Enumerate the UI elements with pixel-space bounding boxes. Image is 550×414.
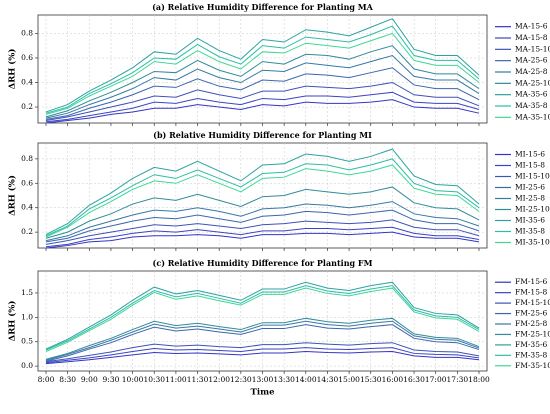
data-line xyxy=(45,186,480,239)
y-axis-label: ΔRH (%) xyxy=(7,301,18,342)
legend-label: MI-35-8 xyxy=(515,227,545,236)
data-line xyxy=(45,54,480,119)
legend-label: MI-15-6 xyxy=(515,150,545,159)
data-line xyxy=(45,320,480,361)
data-line xyxy=(45,350,480,365)
x-tick-label: 12:30 xyxy=(230,375,252,384)
x-tick-label: 17:30 xyxy=(447,375,469,384)
data-line xyxy=(45,209,480,243)
y-tick-label: 0.2 xyxy=(21,102,33,111)
data-line xyxy=(45,342,480,363)
data-line xyxy=(45,25,480,114)
x-tick-label: 12:00 xyxy=(208,375,230,384)
chart-title: (a) Relative Humidity Difference for Pla… xyxy=(152,2,374,12)
legend-label: MI-25-10 xyxy=(515,205,550,214)
data-line xyxy=(45,18,480,113)
legend-label: FM-35-6 xyxy=(515,340,547,349)
x-tick-label: 8:30 xyxy=(59,375,76,384)
data-line xyxy=(45,99,480,124)
legend-label: FM-25-6 xyxy=(515,309,547,318)
x-tick-label: 10:00 xyxy=(122,375,144,384)
chart-title: (b) Relative Humidity Difference for Pla… xyxy=(153,130,372,140)
y-tick-label: 0.6 xyxy=(21,178,33,187)
x-tick-label: 9:00 xyxy=(81,375,98,384)
legend-label: FM-15-8 xyxy=(515,288,547,297)
legend-label: MI-35-10 xyxy=(515,238,550,247)
data-line xyxy=(45,324,480,362)
data-line xyxy=(45,287,480,352)
legend-label: MI-25-8 xyxy=(515,194,545,203)
x-tick-label: 13:00 xyxy=(252,375,274,384)
data-line xyxy=(45,219,480,245)
data-line xyxy=(45,148,480,236)
data-line xyxy=(45,91,480,123)
legend-label: MA-25-6 xyxy=(515,56,548,65)
legend-label: FM-35-10 xyxy=(515,361,550,370)
legend-label: MA-35-10 xyxy=(515,112,550,121)
legend-label: MI-15-10 xyxy=(515,172,550,181)
x-axis-label: Time xyxy=(251,388,276,398)
x-tick-label: 15:00 xyxy=(338,375,360,384)
y-tick-label: 0.6 xyxy=(21,53,33,62)
legend-label: MA-35-6 xyxy=(515,90,548,99)
y-tick-label: 1.5 xyxy=(21,288,33,297)
data-line xyxy=(45,226,480,248)
y-axis-label: ΔRH (%) xyxy=(7,175,18,216)
data-line xyxy=(45,81,480,122)
data-line xyxy=(45,201,480,242)
legend-label: FM-15-10 xyxy=(515,298,550,307)
y-tick-label: 0.4 xyxy=(21,203,33,212)
data-line xyxy=(45,45,480,118)
legend-label: FM-35-8 xyxy=(515,350,547,359)
data-line xyxy=(45,317,480,360)
y-tick-label: 0.2 xyxy=(21,227,33,236)
x-tick-label: 13:30 xyxy=(273,375,295,384)
x-tick-label: 11:00 xyxy=(165,375,187,384)
x-tick-label: 11:30 xyxy=(187,375,209,384)
x-tick-label: 16:30 xyxy=(403,375,425,384)
legend-label: MI-35-6 xyxy=(515,216,545,225)
data-line xyxy=(45,67,480,120)
data-line xyxy=(45,164,480,238)
y-axis-label: ΔRH (%) xyxy=(7,49,18,90)
legend-label: MA-15-8 xyxy=(515,33,548,42)
legend-label: MA-15-10 xyxy=(515,44,550,53)
x-tick-label: 14:30 xyxy=(317,375,339,384)
legend-label: MA-15-6 xyxy=(515,22,548,31)
x-tick-label: 15:30 xyxy=(360,375,382,384)
x-tick-label: 10:30 xyxy=(143,375,165,384)
panel: 0.2 0.4 0.6 0.8 (b) Relative Humidity Differ… xyxy=(7,130,550,251)
y-tick-label: 0.8 xyxy=(21,28,33,37)
data-line xyxy=(45,281,480,350)
legend-label: FM-15-6 xyxy=(515,277,547,286)
y-tick-label: 0.5 xyxy=(21,337,33,346)
y-tick-label: 0.0 xyxy=(21,361,33,370)
x-tick-label: 17:00 xyxy=(425,375,447,384)
legend-label: FM-25-8 xyxy=(515,319,547,328)
chart-title: (c) Relative Humidity Difference for Pla… xyxy=(153,258,373,268)
panel: 0.2 0.4 0.6 0.8 (a) Relative Humidity Differ… xyxy=(7,2,550,126)
legend-label: FM-25-10 xyxy=(515,329,550,338)
x-tick-label: 8:00 xyxy=(38,375,55,384)
y-tick-label: 0.4 xyxy=(21,78,33,87)
x-tick-label: 16:00 xyxy=(382,375,404,384)
data-line xyxy=(45,158,480,237)
x-tick-label: 14:00 xyxy=(295,375,317,384)
data-line xyxy=(45,32,480,115)
y-tick-label: 1.0 xyxy=(21,312,33,321)
panel: 0.00.51.01.58:00 8:30 9:00 9:30 10:00 10:30 11… xyxy=(7,258,550,398)
legend-label: MI-25-6 xyxy=(515,183,545,192)
legend-label: MA-25-8 xyxy=(515,67,548,76)
data-line xyxy=(45,285,480,351)
x-tick-label: 18:00 xyxy=(468,375,490,384)
y-tick-label: 0.8 xyxy=(21,154,33,163)
legend-label: MI-15-8 xyxy=(515,161,545,170)
data-line xyxy=(45,347,480,364)
legend-label: MA-35-8 xyxy=(515,101,548,110)
x-tick-label: 9:30 xyxy=(103,375,120,384)
legend-label: MA-25-10 xyxy=(515,78,550,87)
data-line xyxy=(45,231,480,249)
